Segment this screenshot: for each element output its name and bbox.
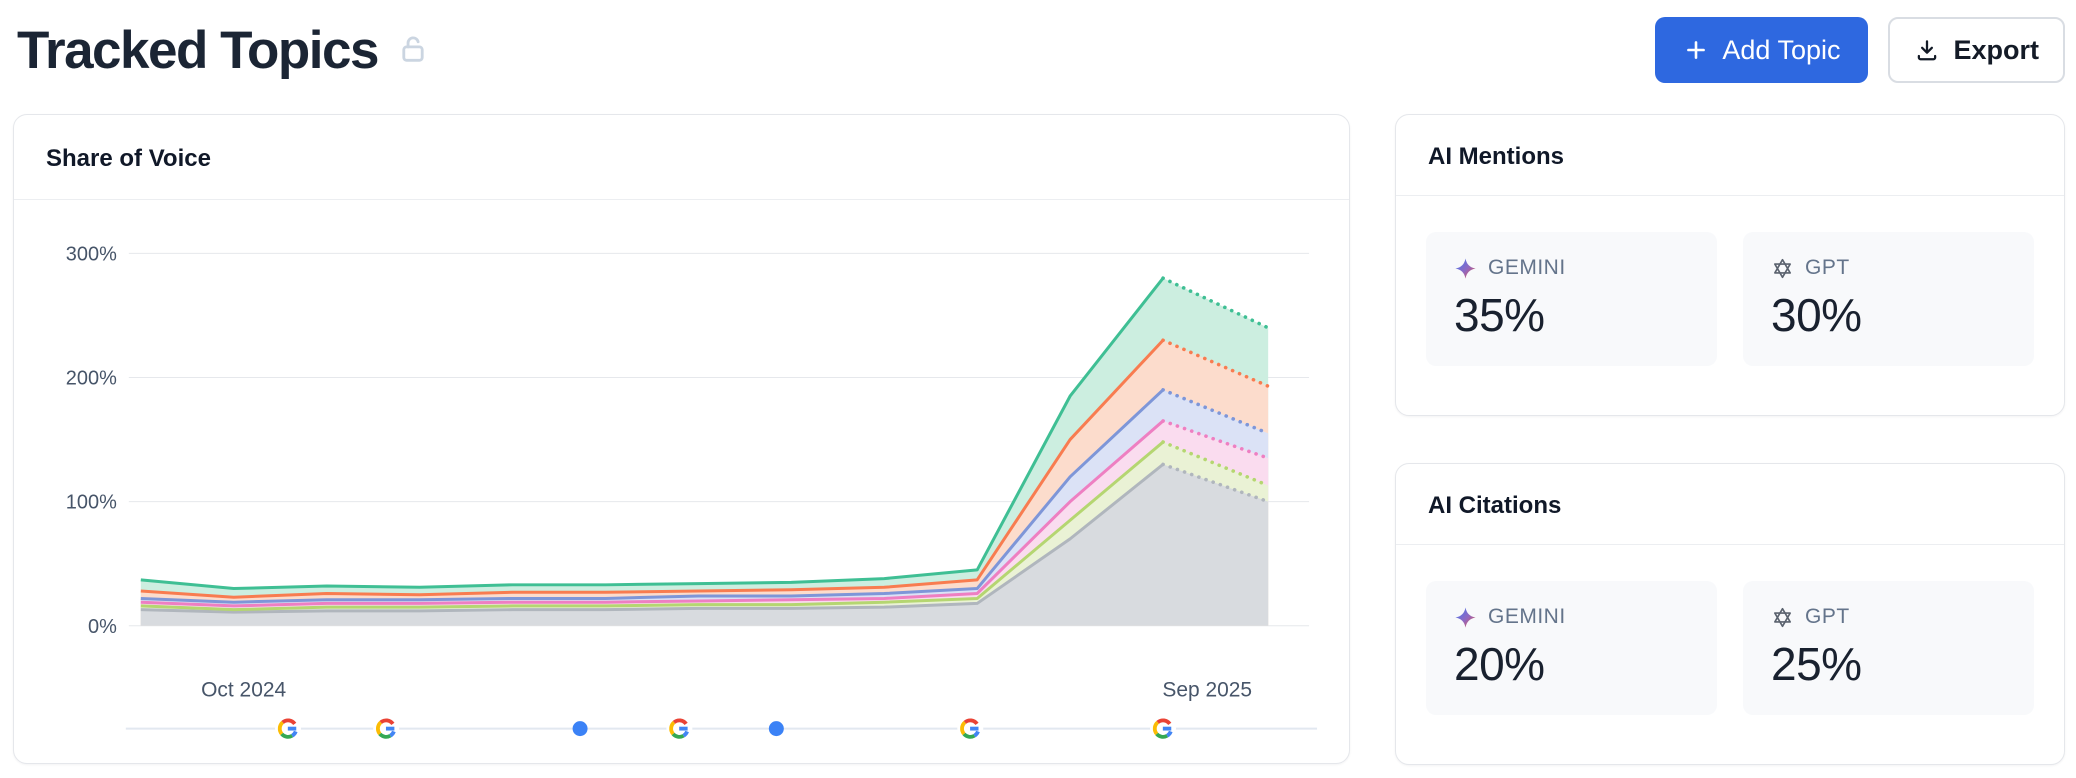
ai-citations-gpt-tile: GPT 25% [1743,581,2034,715]
ai-mentions-gemini-value: 35% [1454,289,1545,341]
svg-text:100%: 100% [66,492,117,514]
ai-mentions-gpt-value: 30% [1771,289,1862,341]
unlock-icon [396,32,430,68]
page-header: Tracked Topics Add Topic [13,14,2065,86]
ai-citations-gpt-value: 25% [1771,638,1862,690]
gpt-icon [1771,257,1794,280]
page-title: Tracked Topics [17,20,379,80]
ai-mentions-gemini-tile: GEMINI 35% [1426,232,1717,366]
add-topic-button[interactable]: Add Topic [1655,17,1869,83]
ai-mentions-title: AI Mentions [1428,143,1564,170]
title-row: Tracked Topics [17,24,430,77]
svg-text:0%: 0% [88,616,117,638]
ai-mentions-body: GEMINI 35% GPT 30% [1396,196,2064,366]
ai-citations-gemini-tile: GEMINI 20% [1426,581,1717,715]
stat-label: GEMINI [1454,256,1689,280]
svg-text:300%: 300% [66,243,117,265]
svg-text:200%: 200% [66,367,117,389]
ai-citations-body: GEMINI 20% GPT 25% [1396,545,2064,715]
export-button[interactable]: Export [1888,17,2065,83]
ai-citations-header: AI Citations [1396,464,2064,545]
ai-citations-gemini-value: 20% [1454,638,1545,690]
ai-mentions-header: AI Mentions [1396,115,2064,196]
gpt-icon [1771,606,1794,629]
add-topic-label: Add Topic [1722,34,1841,65]
svg-text:Oct 2024: Oct 2024 [201,679,286,702]
provider-name: GEMINI [1488,605,1566,628]
provider-name: GPT [1805,256,1850,279]
stat-label: GEMINI [1454,605,1689,629]
plus-icon [1683,37,1709,63]
share-of-voice-card: Share of Voice 0% 100% 200% 300% Oct 2024 Sep… [13,114,1350,764]
provider-name: GPT [1805,605,1850,628]
share-of-voice-chart[interactable]: 0% 100% 200% 300% Oct 2024 Sep 2025 [14,200,1349,758]
stat-label: GPT [1771,605,2006,629]
download-icon [1914,37,1940,63]
event-dot[interactable] [572,721,588,737]
share-of-voice-title: Share of Voice [46,145,211,172]
export-label: Export [1953,34,2039,65]
ai-mentions-card: AI Mentions GEMINI 35% GPT [1395,114,2065,416]
ai-citations-title: AI Citations [1428,492,1562,519]
share-of-voice-header: Share of Voice [14,115,1349,200]
provider-name: GEMINI [1488,256,1566,279]
ai-citations-card: AI Citations GEMINI 20% GPT [1395,463,2065,765]
ai-mentions-gpt-tile: GPT 30% [1743,232,2034,366]
event-dot[interactable] [768,721,784,737]
main-content: Share of Voice 0% 100% 200% 300% Oct 2024 Sep… [13,114,2065,765]
gemini-icon [1454,257,1477,280]
svg-text:Sep 2025: Sep 2025 [1162,679,1252,702]
header-actions: Add Topic Export [1655,17,2065,83]
stat-label: GPT [1771,256,2006,280]
gemini-icon [1454,606,1477,629]
right-column: AI Mentions GEMINI 35% GPT [1395,114,2065,765]
